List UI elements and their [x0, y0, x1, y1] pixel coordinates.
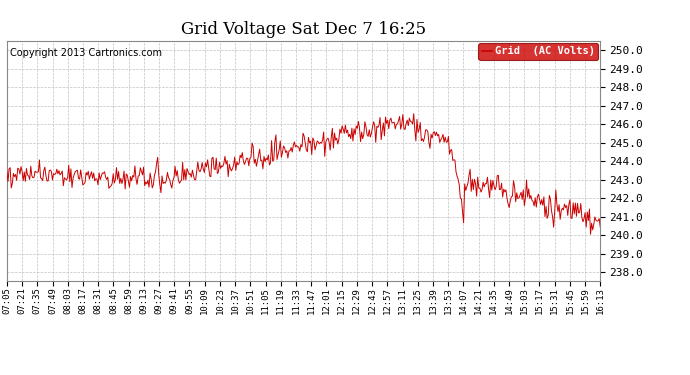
Text: Copyright 2013 Cartronics.com: Copyright 2013 Cartronics.com — [10, 48, 162, 58]
Title: Grid Voltage Sat Dec 7 16:25: Grid Voltage Sat Dec 7 16:25 — [181, 21, 426, 38]
Legend: Grid  (AC Volts): Grid (AC Volts) — [478, 44, 598, 60]
